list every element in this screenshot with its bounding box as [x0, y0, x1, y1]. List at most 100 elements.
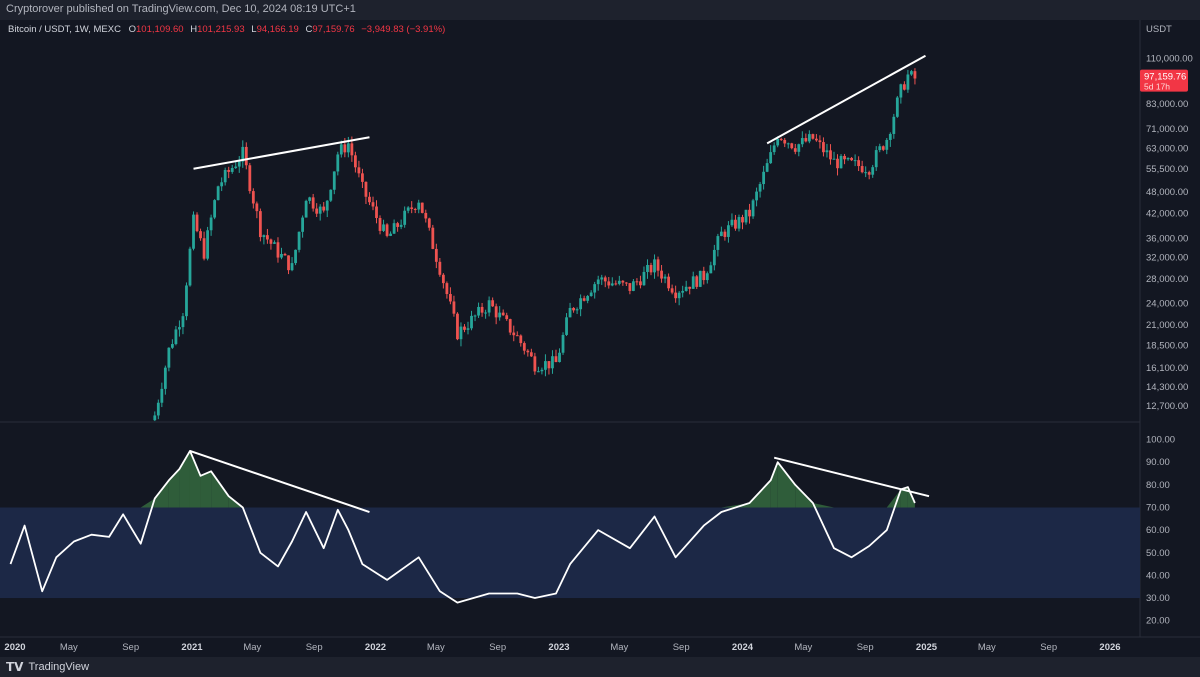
candle-body — [403, 210, 407, 225]
time-axis[interactable]: 2020 May Sep 2021 May Sep 2022 May Sep 2023 May Sep… — [4, 642, 1120, 653]
candle-body — [410, 207, 414, 209]
candle-body — [339, 144, 343, 155]
candle-body — [698, 270, 702, 287]
rsi-overbought-area — [770, 462, 778, 508]
candle-body — [632, 281, 635, 291]
candle-body — [343, 144, 347, 153]
price-tick-label: 14,300.00 — [1146, 382, 1188, 393]
candle-body — [663, 276, 667, 279]
tradingview-brand[interactable]: 𝗧𝗩 TradingView — [6, 660, 89, 674]
candle-body — [262, 235, 266, 238]
price-tick-label: 48,000.00 — [1146, 187, 1188, 198]
candle-body — [885, 139, 889, 150]
candle-body — [287, 255, 290, 271]
price-axis[interactable]: 110,000.0097,000.0083,000.0071,000.0063,… — [1146, 54, 1193, 413]
time-tick-label: 2025 — [916, 642, 938, 653]
rsi-overbought-area — [140, 498, 155, 508]
candle-body — [793, 148, 797, 152]
candle-body — [533, 356, 537, 372]
bar-countdown: 5d 17h — [1144, 82, 1170, 92]
candle-body — [456, 313, 459, 340]
price-legend: Bitcoin / USDT, 1W, MEXC O101,109.60 H10… — [8, 24, 445, 35]
publisher-caption: Cryptorover published on TradingView.com… — [6, 3, 356, 15]
candle-body — [519, 335, 523, 344]
candle-body — [642, 271, 646, 286]
candle-body — [459, 326, 463, 340]
candle-body — [487, 300, 491, 313]
candle-body — [361, 173, 364, 182]
candle-body — [899, 84, 903, 98]
time-tick-label: Sep — [1040, 642, 1057, 653]
time-tick-label: 2026 — [1099, 642, 1120, 653]
candle-body — [470, 315, 473, 329]
candle-body — [572, 307, 575, 311]
candle-body — [660, 270, 663, 279]
candle-body — [600, 277, 604, 280]
price-tick-label: 28,000.00 — [1146, 274, 1188, 285]
rsi-trendline — [189, 449, 370, 513]
candle-body — [294, 249, 297, 264]
candle-body — [276, 242, 280, 258]
candle-body — [554, 356, 558, 363]
candle-body — [273, 242, 276, 244]
candle-body — [449, 294, 452, 302]
legend-low-label: L — [251, 24, 256, 35]
candle-body — [244, 146, 248, 166]
candle-body — [515, 335, 519, 337]
last-price-background — [1140, 69, 1188, 92]
currency-label[interactable]: USDT — [1146, 24, 1172, 35]
candle-body — [635, 281, 639, 283]
candle-body — [178, 327, 181, 330]
candle-body — [227, 169, 231, 172]
candle-body — [860, 166, 864, 173]
trading-chart[interactable]: Bitcoin / USDT, 1W, MEXC O101,109.60 H10… — [0, 20, 1200, 657]
candle-body — [755, 191, 758, 201]
candle-body — [695, 276, 699, 287]
candle-body — [192, 214, 195, 249]
price-candles — [153, 68, 917, 422]
candle-body — [818, 140, 822, 143]
price-tick-label: 24,000.00 — [1146, 299, 1188, 310]
candle-body — [607, 281, 611, 286]
rsi-tick-label: 90.00 — [1146, 457, 1170, 468]
candle-body — [874, 150, 878, 168]
candle-body — [202, 238, 206, 259]
rsi-overbought-area — [886, 489, 901, 508]
candle-body — [769, 152, 773, 164]
rsi-axis[interactable]: 100.00 90.00 80.00 70.00 60.00 50.00 40.00 30.0… — [1146, 435, 1175, 627]
candle-body — [213, 200, 217, 218]
trendlines[interactable] — [189, 54, 930, 513]
candle-body — [741, 217, 744, 223]
candle-body — [776, 138, 780, 146]
rsi-overbought-fills — [140, 450, 915, 508]
candle-body — [445, 283, 449, 295]
candle-body — [646, 264, 649, 272]
candle-body — [209, 217, 213, 231]
candle-body — [269, 239, 273, 244]
candle-body — [846, 157, 850, 160]
candle-body — [653, 259, 656, 273]
candle-body — [906, 74, 910, 90]
candle-body — [174, 329, 178, 345]
candle-body — [688, 286, 692, 289]
candle-body — [413, 208, 417, 210]
rsi-overbought-area — [777, 462, 796, 508]
candle-body — [297, 231, 301, 250]
candle-body — [280, 253, 283, 258]
candle-body — [311, 197, 315, 209]
rsi-overbought-area — [721, 502, 750, 508]
price-tick-label: 18,500.00 — [1146, 341, 1188, 352]
candle-body — [621, 280, 625, 283]
time-tick-label: 2022 — [365, 642, 386, 653]
legend-close-label: C — [305, 24, 312, 35]
candle-body — [610, 283, 614, 286]
candle-body — [762, 171, 766, 185]
candle-body — [551, 356, 554, 369]
legend-high-label: H — [190, 24, 197, 35]
candle-body — [431, 227, 435, 249]
candle-body — [811, 134, 815, 139]
rsi-overbought-area — [200, 471, 212, 508]
candle-body — [807, 134, 811, 142]
candle-body — [185, 285, 188, 317]
candle-body — [392, 223, 396, 234]
